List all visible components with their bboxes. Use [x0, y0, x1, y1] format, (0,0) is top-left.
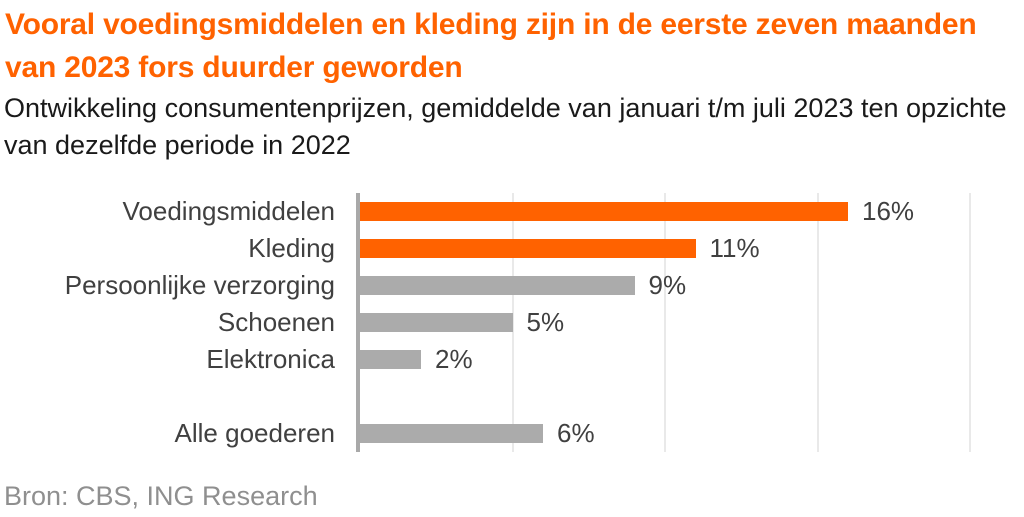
chart-row: Schoenen 5%	[0, 304, 1024, 341]
bar-zone: 5%	[356, 304, 1024, 341]
bar-zone: 16%	[356, 193, 1024, 230]
value-label: 9%	[648, 270, 687, 300]
bar-zone: 2%	[356, 341, 1024, 378]
bar	[360, 202, 848, 221]
bar-rows: Voedingsmiddelen 16% Kleding 11% Persoonlijk…	[0, 193, 1024, 452]
chart-title: Vooral voedingsmiddelen en kleding zijn …	[5, 8, 977, 84]
category-label: Schoenen	[217, 307, 335, 337]
chart-row: Elektronica 2%	[0, 341, 1024, 378]
category-label: Persoonlijke verzorging	[64, 270, 335, 300]
gridline-15	[816, 193, 819, 452]
chart-subtitle: Ontwikkeling consumentenprijzen, gemidde…	[4, 93, 1007, 160]
gridline-20	[969, 193, 971, 452]
value-label: 6%	[557, 418, 595, 448]
value-label: 2%	[435, 344, 473, 374]
bar-chart: Voedingsmiddelen 16% Kleding 11% Persoonlijk…	[0, 193, 1024, 452]
y-axis-line	[356, 193, 360, 452]
bar	[360, 239, 696, 258]
category-label: Alle goederen	[174, 418, 335, 448]
chart-row: Voedingsmiddelen 16%	[0, 193, 1024, 230]
category-label: Voedingsmiddelen	[122, 196, 336, 226]
gridline-5	[511, 193, 514, 452]
category-label: Kleding	[248, 233, 335, 263]
bar	[360, 276, 635, 295]
bar	[360, 424, 543, 443]
bar	[360, 313, 513, 332]
bar	[360, 350, 421, 369]
chart-row-spacer	[0, 378, 1024, 415]
bar-zone: 11%	[356, 230, 1024, 267]
category-label: Elektronica	[206, 344, 335, 374]
chart-row: Persoonlijke verzorging 9%	[0, 267, 1024, 304]
bar-zone: 6%	[356, 415, 1024, 452]
value-label: 16%	[862, 196, 915, 226]
bar-zone: 9%	[356, 267, 1024, 304]
chart-row: Alle goederen 6%	[0, 415, 1024, 452]
value-label: 11%	[709, 233, 760, 263]
source-note: Bron: CBS, ING Research	[4, 481, 318, 511]
chart-row: Kleding 11%	[0, 230, 1024, 267]
gridline-10	[664, 193, 666, 452]
value-label: 5%	[526, 307, 565, 337]
plot-area	[356, 193, 971, 452]
